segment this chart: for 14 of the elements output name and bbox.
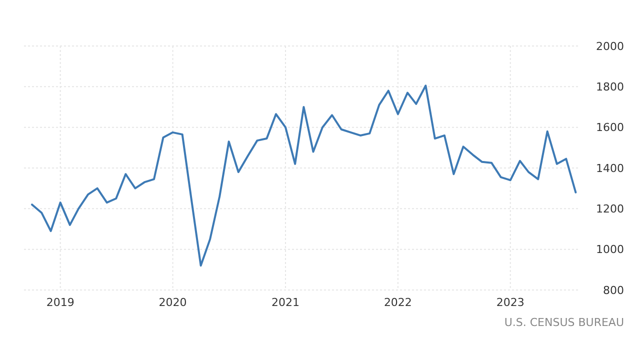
y-tick-label: 2000 — [596, 40, 624, 53]
y-tick-label: 1000 — [596, 243, 624, 256]
text: U.S. CENSUS BUREAU — [504, 316, 624, 329]
x-tick-label: 2020 — [158, 296, 187, 309]
y-tick-label: 1600 — [596, 121, 624, 134]
x-tick-label: 2023 — [496, 296, 524, 309]
x-tick-label: 2019 — [46, 296, 74, 309]
y-tick-label: 1200 — [596, 202, 624, 216]
x-tick-label: 2021 — [272, 296, 300, 309]
y-tick-label: 800 — [603, 284, 624, 297]
y-tick-label: 1800 — [596, 80, 624, 94]
y-tick-label: 1400 — [596, 162, 624, 175]
x-tick-label: 2022 — [384, 296, 412, 309]
line-series — [31, 84, 577, 267]
